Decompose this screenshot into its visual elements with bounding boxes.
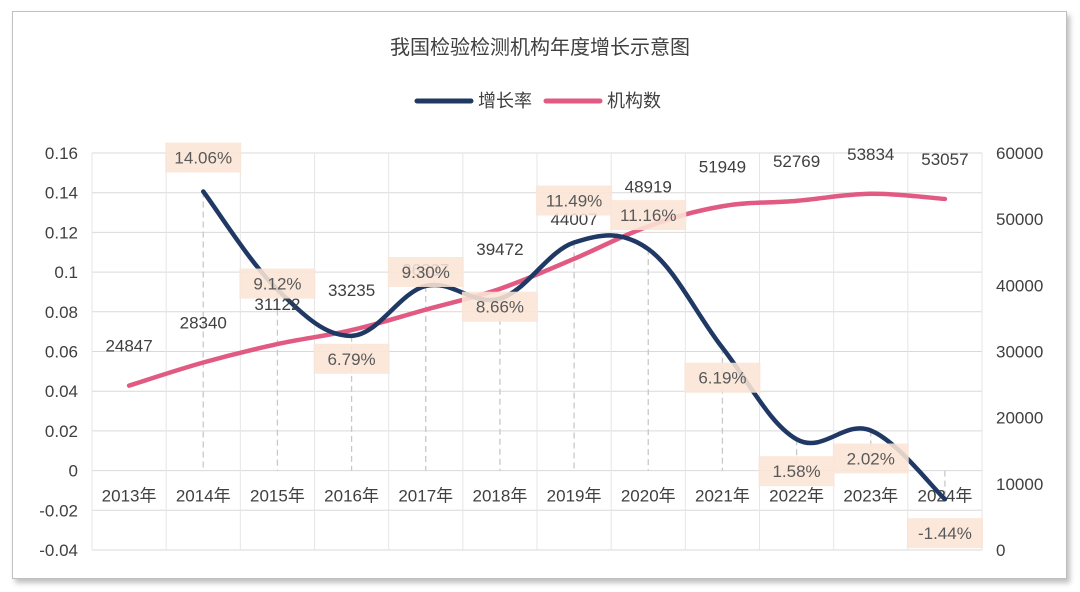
data-label-growth-rate: 2.02%: [847, 450, 895, 469]
data-label-institution-count: 24847: [105, 337, 152, 356]
data-label-box-growth-rate: [461, 291, 538, 322]
y-left-tick-label: 0.06: [45, 343, 78, 362]
legend-label-growth-rate: 增长率: [478, 91, 532, 111]
data-label-growth-rate: 6.79%: [327, 350, 375, 369]
x-tick-label: 2018年: [473, 487, 528, 506]
drop-lines: [202, 191, 946, 500]
y-right-tick-label: 40000: [996, 276, 1043, 295]
data-label-growth-rate: 9.30%: [402, 263, 450, 282]
data-label-box-growth-rate: [313, 343, 390, 374]
y-axis-right: 0 10000 20000 30000 40000 50000 60000: [996, 144, 1043, 560]
x-tick-label: 2022年: [769, 487, 824, 506]
series-line-institution-count: [126, 191, 948, 388]
y-left-tick-label: 0.04: [45, 382, 78, 401]
y-left-tick-label: -0.02: [39, 501, 78, 520]
x-axis: 2013年 2014年 2015年 2016年 2017年 2018年 2019年 2020年…: [102, 487, 973, 506]
data-label-box-growth-rate: [906, 518, 983, 549]
x-tick-label: 2021年: [695, 487, 750, 506]
y-left-tick-label: -0.04: [39, 541, 78, 560]
data-label-box-growth-rate: [165, 142, 242, 173]
data-label-box-growth-rate: [684, 362, 761, 393]
data-label-institution-count: 28340: [180, 313, 227, 332]
data-label-growth-rate: 14.06%: [174, 149, 232, 168]
data-label-institution-count: 48919: [625, 177, 672, 196]
y-right-tick-label: 20000: [996, 409, 1043, 428]
y-axis-left: -0.04 -0.02 0 0.02 0.04 0.06 0.08 0.1 0.12 0.14 0.…: [39, 144, 78, 560]
data-label-growth-rate: 8.66%: [476, 298, 524, 317]
series-line-growth-rate: [201, 189, 948, 502]
data-label-institution-count: 51949: [699, 157, 746, 176]
y-right-tick-label: 0: [996, 541, 1005, 560]
data-label-growth-rate: 9.12%: [253, 275, 301, 294]
legend-label-institution-count: 机构数: [607, 91, 661, 111]
x-tick-label: 2015年: [250, 487, 305, 506]
data-label-box-growth-rate: [387, 256, 464, 287]
chart-title: 我国检验检测机构年度增长示意图: [390, 36, 690, 59]
y-right-tick-label: 10000: [996, 475, 1043, 494]
y-left-tick-label: 0.14: [45, 184, 78, 203]
data-labels: 2484728340311223323536327394724400748919…: [105, 142, 983, 549]
data-label-institution-count: 39472: [476, 240, 523, 259]
data-label-growth-rate: 6.19%: [698, 369, 746, 388]
x-tick-label: 2014年: [176, 487, 231, 506]
chart-frame: [12, 11, 1067, 579]
data-label-growth-rate: -1.44%: [918, 524, 972, 543]
y-right-tick-label: 50000: [996, 210, 1043, 229]
y-left-tick-label: 0: [69, 462, 78, 481]
series-lines: [126, 189, 948, 502]
y-right-tick-label: 30000: [996, 343, 1043, 362]
data-label-box-growth-rate: [832, 443, 909, 474]
data-label-institution-count: 33235: [328, 281, 375, 300]
data-label-institution-count: 53057: [921, 150, 968, 169]
y-left-tick-label: 0.08: [45, 303, 78, 322]
data-label-institution-count: 53834: [847, 145, 894, 164]
data-label-growth-rate: 11.49%: [546, 192, 602, 211]
data-label-growth-rate: 11.16%: [620, 206, 676, 225]
legend: 增长率 机构数: [414, 91, 661, 111]
x-tick-label: 2013年: [102, 487, 157, 506]
x-tick-label: 2023年: [843, 487, 898, 506]
y-left-tick-label: 0.12: [45, 223, 78, 242]
data-label-box-growth-rate: [536, 185, 613, 216]
x-tick-label: 2019年: [547, 487, 602, 506]
data-label-institution-count: 31122: [254, 295, 300, 314]
x-tick-label: 2017年: [398, 487, 453, 506]
data-label-growth-rate: 1.58%: [772, 462, 820, 481]
y-left-tick-label: 0.1: [54, 263, 78, 282]
y-left-tick-label: 0.16: [45, 144, 78, 163]
x-tick-label: 2020年: [621, 487, 676, 506]
data-label-institution-count: 52769: [773, 152, 820, 171]
data-label-box-growth-rate: [239, 268, 316, 299]
x-tick-label: 2016年: [324, 487, 379, 506]
data-label-box-growth-rate: [610, 200, 687, 231]
data-label-box-growth-rate: [758, 456, 835, 487]
y-right-tick-label: 60000: [996, 144, 1043, 163]
y-left-tick-label: 0.02: [45, 422, 78, 441]
